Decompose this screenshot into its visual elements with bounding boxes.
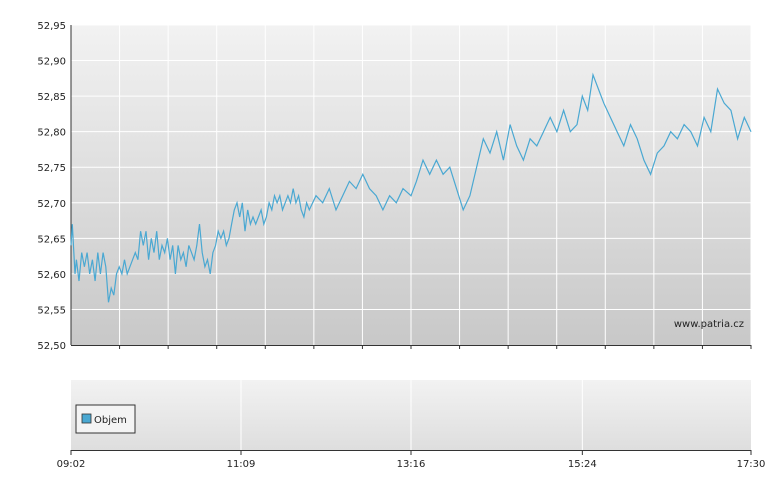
y-tick-label: 52,95 [37, 21, 66, 32]
legend-swatch [81, 413, 92, 424]
y-tick-label: 52,90 [37, 57, 66, 68]
x-tick-label: 15:24 [568, 459, 597, 470]
y-tick-label: 52,80 [37, 128, 66, 139]
price-series-line [70, 72, 752, 303]
y-tick-label: 52,65 [37, 234, 66, 245]
volume-legend: Objem [75, 404, 136, 434]
legend-label: Objem [94, 415, 127, 426]
y-tick-label: 52,70 [37, 199, 66, 210]
x-tick-label: 17:30 [737, 459, 766, 470]
x-tick-label: 11:09 [227, 459, 256, 470]
y-tick-label: 52,50 [37, 341, 66, 352]
x-tick-labels: 09:02 11:09 13:16 15:24 17:30 [57, 450, 766, 470]
y-tick-labels: 52,50 52,55 52,60 52,65 52,70 52,75 52,80 52,85… [37, 21, 66, 352]
x-tick-marks [119, 345, 752, 349]
y-tick-label: 52,75 [37, 163, 66, 174]
vertical-gridlines [119, 25, 752, 345]
volume-gridlines [240, 380, 583, 450]
y-tick-label: 52,85 [37, 92, 66, 103]
x-tick-label: 09:02 [57, 459, 86, 470]
y-tick-label: 52,55 [37, 305, 66, 316]
x-tick-label: 13:16 [397, 459, 426, 470]
y-tick-label: 52,60 [37, 270, 66, 281]
watermark: www.patria.cz [674, 319, 744, 330]
